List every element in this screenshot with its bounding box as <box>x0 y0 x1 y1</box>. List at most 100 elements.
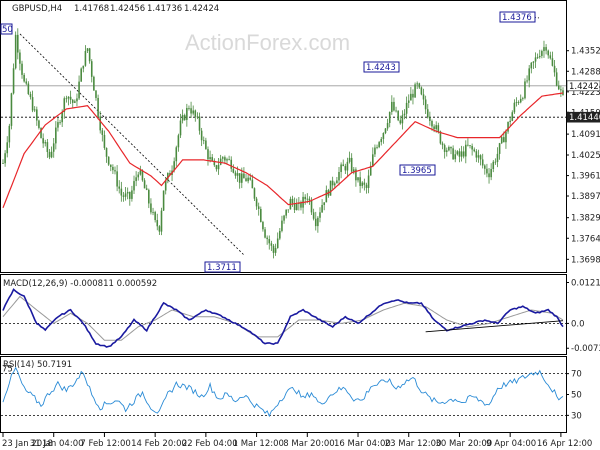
header-open: 1.41768 <box>74 4 109 14</box>
candle-body <box>319 212 321 218</box>
candle-body <box>477 155 480 158</box>
candle-body <box>179 120 182 136</box>
candle-body <box>162 190 165 211</box>
macd-panel: 0.012164 0.0 -0.007384 <box>1 278 600 354</box>
candle-body <box>418 83 421 88</box>
candle-body <box>538 55 541 58</box>
left-edge-box <box>0 23 13 35</box>
candle-body <box>268 239 271 244</box>
candle-body <box>50 151 53 158</box>
candle-body <box>287 209 290 211</box>
candle-body <box>407 100 410 103</box>
candle-body <box>196 116 199 118</box>
candle-body <box>391 101 393 112</box>
candle-body <box>156 220 159 227</box>
price-tick-label: 1.43525 <box>571 47 600 57</box>
candle-body <box>226 159 228 161</box>
candle-body <box>86 48 89 51</box>
candle-body <box>219 158 222 165</box>
candle-body <box>429 117 431 121</box>
candle-body <box>270 243 273 246</box>
candle-body <box>249 177 252 180</box>
x-tick-label: 9 Apr 04:00 <box>486 439 536 449</box>
candle-body <box>69 96 72 100</box>
candle-body <box>346 161 349 171</box>
current-price-tag-label: 1.42424 <box>569 82 600 92</box>
x-tick-label: 23 Jan 2018 <box>2 439 53 449</box>
candle-body <box>215 165 218 170</box>
candle-body <box>255 198 258 207</box>
candle-body <box>152 212 154 213</box>
candle-body <box>221 157 224 159</box>
candle-body <box>186 108 188 120</box>
candle-body <box>232 168 235 173</box>
candle-body <box>6 142 9 154</box>
candle-body <box>486 168 488 174</box>
candle-body <box>148 189 150 204</box>
rsi-panel: 70 50 30 75 <box>1 365 582 421</box>
candle-body <box>46 142 49 153</box>
candle-body <box>395 110 397 112</box>
candle-body <box>378 142 380 148</box>
candle-body <box>279 230 281 239</box>
candle-body <box>97 97 99 117</box>
candle-body <box>61 112 63 123</box>
candle-body <box>93 76 95 91</box>
price-tick-label: 1.40255 <box>571 151 600 161</box>
rsi-label: RSI(14) 50.7191 <box>3 360 72 370</box>
candle-body <box>164 180 167 191</box>
candle-body <box>14 34 17 69</box>
candle-body <box>137 174 140 178</box>
price-annotations: 1.4376 1.4243 1.3965 1.3711 50 <box>0 11 540 273</box>
price-panel-frame <box>0 0 567 273</box>
candle-body <box>410 93 412 101</box>
candle-body <box>412 93 414 98</box>
candle-body <box>101 130 104 135</box>
candle-body <box>361 182 364 186</box>
candle-body <box>74 101 76 103</box>
candle-body <box>266 237 268 240</box>
candle-body <box>367 175 370 188</box>
candle-body <box>422 94 425 100</box>
candle-body <box>562 90 564 96</box>
candle-body <box>55 127 57 144</box>
candle-body <box>36 109 38 121</box>
candle-body <box>260 209 262 222</box>
candle-body <box>190 108 192 114</box>
candle-body <box>42 138 44 144</box>
candle-body <box>107 156 110 165</box>
candle-body <box>505 131 507 143</box>
candle-body <box>181 115 184 121</box>
candle-body <box>405 102 408 114</box>
candle-body <box>276 238 279 249</box>
candle-body <box>38 120 40 128</box>
candle-body <box>441 143 444 146</box>
candle-body <box>357 177 359 181</box>
candle-body <box>530 62 533 69</box>
candle-body <box>308 198 311 201</box>
candle-body <box>306 198 309 200</box>
candle-body <box>285 209 287 216</box>
candle-body <box>173 161 175 171</box>
candle-body <box>321 204 323 213</box>
candle-body <box>57 122 59 128</box>
watermark: ActionForex.com <box>185 30 350 55</box>
candle-body <box>264 229 266 238</box>
header-symbol: GBPUSD,H4 <box>12 4 62 14</box>
candle-body <box>557 85 560 90</box>
candle-body <box>139 170 142 175</box>
price-tick-label: 1.42880 <box>571 67 600 77</box>
candle-body <box>359 177 361 186</box>
candle-body <box>416 83 418 85</box>
annotation-label: 1.4243 <box>366 63 396 73</box>
candle-body <box>99 116 102 131</box>
candle-body <box>363 182 366 185</box>
candle-body <box>300 202 302 208</box>
rsi-tick-label: 70 <box>571 370 582 380</box>
candle-body <box>169 173 171 176</box>
candle-body <box>154 212 156 221</box>
candle-body <box>234 172 237 176</box>
candle-body <box>238 173 241 183</box>
candle-body <box>251 179 254 189</box>
